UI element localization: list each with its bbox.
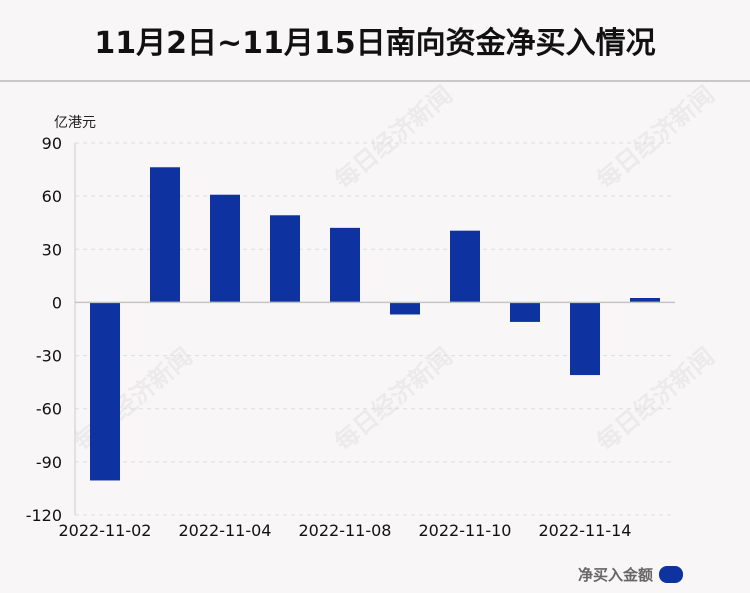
y-tick-label: -30 <box>36 347 62 366</box>
x-tick-label: 2022-11-02 <box>59 521 152 540</box>
bar <box>630 298 660 303</box>
y-tick-label: 30 <box>42 240 62 259</box>
bar <box>210 194 240 303</box>
bar <box>510 302 540 322</box>
y-tick-label: -90 <box>36 453 62 472</box>
legend-label: 净买入金额 <box>578 565 654 584</box>
x-tick-label: 2022-11-10 <box>419 521 512 540</box>
x-tick-label: 2022-11-04 <box>179 521 272 540</box>
bar <box>570 302 600 376</box>
legend: 净买入金额 <box>578 564 684 584</box>
y-tick-label: -60 <box>36 400 62 419</box>
bar <box>450 230 480 303</box>
x-tick-label: 2022-11-08 <box>299 521 392 540</box>
legend-swatch[interactable] <box>659 565 684 583</box>
bar <box>150 167 180 303</box>
x-tick-label: 2022-11-14 <box>539 521 632 540</box>
bar <box>270 215 300 303</box>
y-tick-label: 90 <box>42 134 62 153</box>
chart-title: 11月2日~11月15日南向资金净买入情况 <box>94 26 656 61</box>
title-divider <box>0 80 750 82</box>
y-tick-label: 0 <box>52 293 62 312</box>
bar <box>330 227 360 303</box>
y-axis-unit-label: 亿港元 <box>54 115 96 131</box>
bar <box>90 302 120 481</box>
bar <box>390 302 420 315</box>
y-tick-label: 60 <box>42 187 62 206</box>
y-tick-label: -120 <box>26 506 62 525</box>
